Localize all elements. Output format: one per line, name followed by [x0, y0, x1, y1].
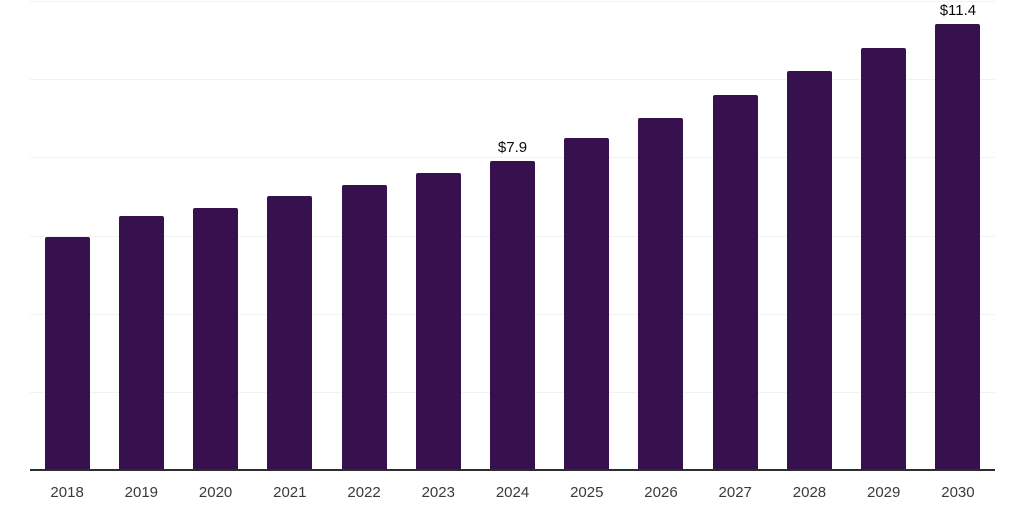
- gridline-12: [30, 1, 995, 2]
- bar-value-label-2030: $11.4: [939, 2, 977, 20]
- x-axis-labels: 2018 2019 2020 2021 2022 2023 2024 2025 2026 2027…: [30, 484, 995, 501]
- bar-band-2019: [104, 1, 178, 470]
- bar-2025: [564, 137, 610, 470]
- x-tick-label-2026: 2026: [644, 484, 678, 501]
- bar-2020: [193, 208, 239, 470]
- bar-band-2030: $11.4: [921, 1, 995, 470]
- plot-area: $7.9 $11.4: [30, 1, 995, 471]
- bar-band-2021: [253, 1, 327, 470]
- gridline-10: [30, 79, 995, 81]
- bar-band-2028: [772, 1, 846, 470]
- x-tick-label-2028: 2028: [792, 484, 827, 501]
- bar-band-2023: [401, 1, 475, 470]
- gridline-8: [30, 157, 995, 159]
- bar-2021: [267, 196, 313, 470]
- bars-container: $7.9 $11.4: [30, 1, 995, 470]
- x-tick-label-2023: 2023: [421, 484, 455, 501]
- bar-2027: [712, 94, 758, 470]
- bar-2024: [490, 161, 536, 470]
- bar-band-2026: [624, 1, 698, 470]
- bar-band-2022: [327, 1, 401, 470]
- bar-2026: [638, 118, 684, 470]
- bar-band-2018: [30, 1, 104, 470]
- bar-2029: [861, 47, 907, 470]
- x-tick-label-2027: 2027: [718, 484, 752, 501]
- x-tick-label-2030: 2030: [941, 484, 975, 501]
- x-tick-label-2025: 2025: [570, 484, 604, 501]
- bar-band-2025: [550, 1, 624, 470]
- bar-band-2027: [698, 1, 772, 470]
- bar-value-label-2024: $7.9: [497, 139, 528, 157]
- bar-2030: [935, 24, 981, 470]
- bar-band-2029: [847, 1, 921, 470]
- x-tick-label-2024: 2024: [495, 484, 530, 501]
- bar-band-2020: [178, 1, 252, 470]
- bar-2022: [341, 184, 387, 470]
- bar-2023: [415, 172, 461, 470]
- x-tick-label-2020: 2020: [198, 484, 233, 501]
- x-tick-label-2022: 2022: [347, 484, 381, 501]
- x-tick-label-2021: 2021: [273, 484, 307, 501]
- x-tick-label-2029: 2029: [867, 484, 901, 501]
- bar-2018: [44, 237, 90, 470]
- bar-2019: [118, 215, 164, 470]
- x-axis-line: [30, 469, 995, 471]
- x-tick-label-2019: 2019: [124, 484, 159, 501]
- bar-2028: [786, 71, 832, 470]
- bar-band-2024: $7.9: [475, 1, 549, 470]
- x-tick-label-2018: 2018: [50, 484, 84, 501]
